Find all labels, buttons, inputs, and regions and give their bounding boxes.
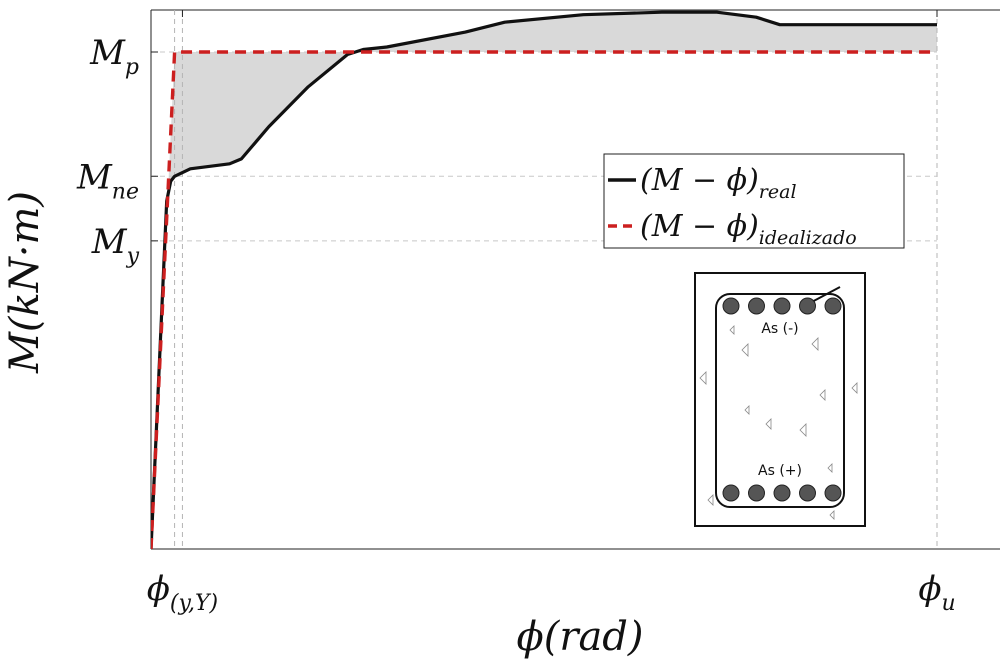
aggregate-mark-11 bbox=[741, 343, 749, 357]
plot-frame bbox=[150, 9, 1000, 550]
tick-group: Mp Mne My ϕ(y,Y) ϕu bbox=[76, 10, 956, 616]
rebar-bottom-0 bbox=[722, 484, 740, 502]
legend-entry-real-main: (M − ϕ) bbox=[640, 163, 759, 198]
y-tick-label-p: Mp bbox=[89, 33, 139, 80]
rebar-top-1 bbox=[748, 297, 765, 315]
bottom-steel-label: As (+) bbox=[758, 463, 802, 479]
aggregate-mark-4 bbox=[851, 382, 858, 394]
legend-entry-real-sub: real bbox=[759, 181, 797, 203]
bottom-rebar-row bbox=[722, 484, 842, 502]
aggregate-mark-7 bbox=[765, 418, 772, 430]
x-tick-label-1: ϕu bbox=[918, 569, 955, 616]
aggregate-mark-2 bbox=[799, 423, 807, 437]
beam-cross-section-inset: As (-) As (+) bbox=[694, 272, 866, 527]
difference-fill-area bbox=[151, 12, 937, 549]
stirrup-outline bbox=[715, 293, 845, 508]
rebar-bottom-4 bbox=[824, 484, 842, 502]
aggregate-mark-9 bbox=[829, 510, 835, 520]
rebar-top-0 bbox=[722, 297, 740, 315]
y-tick-label-y: My bbox=[91, 222, 140, 269]
y-axis-label: M(kN·m) bbox=[2, 191, 48, 374]
series-line-idealizado bbox=[151, 50, 937, 549]
rebar-top-3 bbox=[799, 297, 816, 315]
aggregate-mark-6 bbox=[827, 463, 833, 473]
concrete-aggregate-marks bbox=[699, 325, 858, 520]
series-line-real bbox=[151, 10, 937, 549]
aggregate-mark-3 bbox=[744, 405, 750, 415]
rebar-bottom-3 bbox=[799, 484, 816, 502]
top-steel-label: As (-) bbox=[761, 321, 798, 337]
rebar-top-2 bbox=[773, 297, 791, 315]
legend-entry-real: (M − ϕ)real bbox=[640, 163, 797, 203]
rebar-bottom-1 bbox=[748, 484, 765, 502]
aggregate-mark-0 bbox=[729, 325, 735, 335]
legend-entry-idealizado: (M − ϕ)idealizado bbox=[640, 209, 857, 249]
fill-area-group bbox=[151, 12, 937, 549]
aggregate-mark-5 bbox=[699, 371, 707, 385]
aggregate-mark-8 bbox=[811, 337, 819, 351]
rebar-top-4 bbox=[824, 297, 842, 315]
y-tick-label-ne: Mne bbox=[76, 157, 139, 204]
legend-entry-idealizado-main: (M − ϕ) bbox=[640, 209, 759, 244]
x-axis-label: ϕ(rad) bbox=[516, 614, 643, 660]
legend-entry-idealizado-sub: idealizado bbox=[759, 227, 857, 249]
aggregate-mark-10 bbox=[707, 494, 714, 506]
series-group bbox=[151, 10, 937, 549]
x-tick-label-0: ϕ(y,Y) bbox=[147, 569, 218, 616]
top-rebar-row bbox=[722, 297, 842, 315]
legend-box bbox=[603, 153, 905, 249]
rebar-bottom-2 bbox=[773, 484, 791, 502]
legend: (M − ϕ)real (M − ϕ)idealizado bbox=[603, 153, 905, 249]
inset-outer-frame bbox=[694, 272, 866, 527]
aggregate-mark-1 bbox=[819, 389, 826, 401]
